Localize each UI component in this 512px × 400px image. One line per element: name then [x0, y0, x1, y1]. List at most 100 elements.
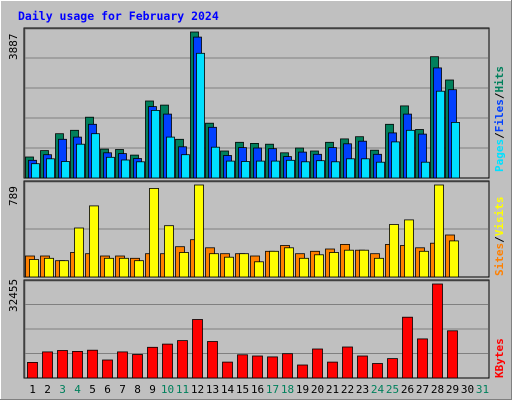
day-label: 22 — [341, 383, 354, 396]
bar-visits-day-21 — [329, 252, 339, 278]
day-label: 4 — [74, 383, 81, 396]
bar-kbytes-day-7 — [117, 351, 128, 379]
bar-kbytes-day-19 — [297, 364, 308, 379]
bar-pages-day-13 — [211, 146, 220, 179]
bar-kbytes-day-1 — [27, 361, 38, 379]
bar-visits-day-1 — [29, 259, 39, 278]
bar-pages-day-25 — [391, 141, 400, 179]
day-label: 1 — [29, 383, 36, 396]
day-label: 27 — [416, 383, 429, 396]
bar-pages-day-8 — [136, 161, 145, 179]
bar-kbytes-day-29 — [447, 330, 458, 379]
bar-kbytes-day-18 — [282, 353, 293, 379]
kbytes-panel — [23, 279, 490, 379]
bar-kbytes-day-10 — [162, 343, 173, 379]
bar-kbytes-day-17 — [267, 356, 278, 379]
bar-pages-day-14 — [226, 160, 235, 179]
bar-visits-day-24 — [374, 257, 384, 278]
y-max-label-visits: 789 — [7, 186, 20, 206]
bar-pages-day-24 — [376, 161, 385, 179]
bar-pages-day-9 — [151, 110, 160, 179]
day-label: 20 — [311, 383, 324, 396]
bar-visits-day-5 — [89, 205, 99, 278]
bar-pages-day-29 — [451, 122, 460, 179]
day-label: 2 — [44, 383, 51, 396]
legend-sep: / — [493, 92, 506, 99]
bar-kbytes-day-4 — [72, 350, 83, 379]
bar-visits-day-28 — [434, 184, 444, 278]
bar-kbytes-day-26 — [402, 316, 413, 379]
bar-kbytes-day-12 — [192, 319, 203, 379]
bar-pages-day-7 — [121, 159, 130, 179]
hits-files-pages-panel — [23, 27, 490, 179]
bar-visits-day-17 — [269, 250, 279, 278]
bar-pages-day-18 — [286, 159, 295, 179]
bar-kbytes-day-11 — [177, 340, 188, 379]
day-label: 10 — [161, 383, 174, 396]
day-label: 29 — [446, 383, 459, 396]
legend-pages: Pages — [493, 139, 506, 172]
bar-visits-day-10 — [164, 225, 174, 278]
bar-pages-day-12 — [196, 52, 205, 179]
day-label: 26 — [401, 383, 414, 396]
bar-kbytes-day-2 — [42, 351, 53, 379]
legend-sep: / — [493, 132, 506, 139]
y-max-label-hits: 3887 — [7, 34, 20, 61]
bar-kbytes-day-20 — [312, 348, 323, 379]
day-label: 25 — [386, 383, 399, 396]
bar-visits-day-2 — [44, 257, 54, 278]
day-label: 17 — [266, 383, 279, 396]
bar-visits-day-23 — [359, 249, 369, 278]
bar-visits-day-19 — [299, 257, 309, 278]
bar-visits-day-27 — [419, 250, 429, 278]
visits-sites-panel — [23, 180, 490, 278]
bar-kbytes-day-14 — [222, 361, 233, 379]
day-axis-labels: 1 2 3 4 5 6 7 8 9 10 11 12 13 14 15 16 17 18 19 20 21 22 23 24 2… — [29, 383, 489, 396]
bar-visits-day-6 — [104, 257, 114, 278]
day-label: 14 — [221, 383, 235, 396]
bar-visits-day-9 — [149, 187, 159, 278]
bar-pages-day-1 — [31, 163, 40, 179]
day-label: 19 — [296, 383, 309, 396]
bar-pages-day-11 — [181, 154, 190, 179]
y-max-label-kbytes: 32455 — [7, 279, 20, 312]
bar-pages-day-23 — [361, 158, 370, 179]
bar-pages-day-5 — [91, 133, 100, 179]
day-label: 9 — [149, 383, 156, 396]
day-label: 12 — [191, 383, 204, 396]
bar-pages-day-6 — [106, 156, 115, 179]
bar-pages-day-26 — [406, 129, 415, 179]
bar-pages-day-20 — [316, 160, 325, 179]
bar-pages-day-2 — [46, 158, 55, 179]
bar-visits-day-7 — [119, 257, 129, 278]
bar-pages-day-28 — [436, 90, 445, 179]
bar-pages-day-10 — [166, 136, 175, 179]
day-label: 7 — [119, 383, 126, 396]
day-label: 21 — [326, 383, 339, 396]
bar-visits-day-15 — [239, 253, 249, 278]
day-label: 13 — [206, 383, 219, 396]
bar-pages-day-19 — [301, 161, 310, 179]
bar-kbytes-day-15 — [237, 354, 248, 379]
bar-pages-day-17 — [271, 160, 280, 179]
bar-visits-day-14 — [224, 256, 234, 278]
bar-kbytes-day-6 — [102, 359, 113, 379]
day-label: 28 — [431, 383, 444, 396]
bar-kbytes-day-5 — [87, 349, 98, 379]
bar-visits-day-3 — [59, 260, 69, 278]
bar-kbytes-day-24 — [372, 363, 383, 379]
bar-kbytes-day-16 — [252, 355, 263, 379]
legend-kbytes: KBytes — [493, 338, 506, 378]
day-label: 18 — [281, 383, 294, 396]
bar-kbytes-day-8 — [132, 354, 143, 379]
bar-visits-day-26 — [404, 219, 414, 278]
day-label: 31 — [476, 383, 489, 396]
legend-hits-files-pages: Pages/Files/Hits — [493, 66, 506, 172]
bar-kbytes-day-13 — [207, 341, 218, 379]
legend-sites: Sites — [493, 243, 506, 276]
bar-visits-day-18 — [284, 247, 294, 278]
bar-visits-day-11 — [179, 252, 189, 278]
chart-title: Daily usage for February 2024 — [18, 9, 219, 23]
